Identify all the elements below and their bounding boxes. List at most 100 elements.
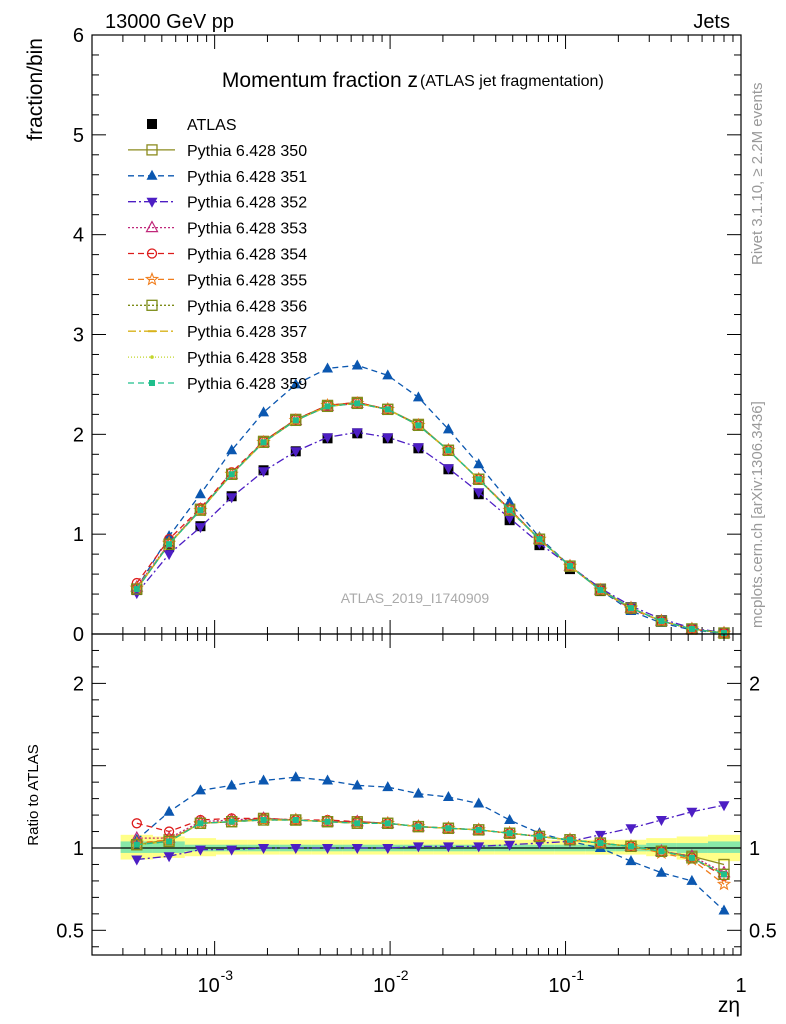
x-tick-label-base: 10 [373,975,395,997]
point-pythia-6-428-352 [290,447,302,458]
point-pythia-6-428-359 [506,507,513,514]
point-pythia-6-428-359 [260,439,267,446]
beam-label: 13000 GeV pp [105,11,234,33]
ratio-point-pythia-6-428-359 [384,820,391,827]
ratio-point-pythia-6-428-351 [290,771,302,782]
x-tick-label: 10 -3 [198,967,234,997]
ratio-point-pythia-6-428-351 [226,779,238,790]
ratio-y-tick-label-right: 2 [749,673,760,695]
ratio-point-pythia-6-428-351 [625,855,637,866]
ratio-point-pythia-6-428-352 [258,844,270,854]
ratio-point-pythia-6-428-359 [260,817,267,824]
legend-marker [146,197,158,208]
point-pythia-6-428-359 [566,563,573,570]
ratio-point-pythia-6-428-352 [625,824,637,835]
y-tick-label: 3 [73,325,84,347]
legend-marker [147,119,157,129]
uncertainty-band-inner [152,841,185,853]
ratio-point-pythia-6-428-359 [597,840,604,847]
point-pythia-6-428-351 [290,378,302,389]
point-pythia-6-428-359 [658,618,665,625]
point-pythia-6-428-351 [412,391,424,402]
y-tick-label: 0 [73,624,84,646]
legend-entry-pythia-6-428-359: Pythia 6.428 359 [128,376,307,393]
point-pythia-6-428-351 [194,488,206,499]
ratio-point-pythia-6-428-355 [654,845,669,860]
legend-entry-pythia-6-428-353: Pythia 6.428 353 [128,220,307,238]
series-line-pythia-6-428-359 [136,402,725,634]
legend-marker [146,248,158,259]
ratio-point-pythia-6-428-356 [718,868,730,880]
x-tick-label: 10 -1 [548,967,584,997]
ratio-point-pythia-6-428-359 [445,825,452,832]
ratio-point-pythia-6-428-359 [228,818,235,825]
point-pythia-6-428-356 [594,584,607,596]
legend-label: Pythia 6.428 355 [187,272,307,289]
point-pythia-6-428-359 [445,447,452,454]
point-pythia-6-428-359 [597,587,604,594]
ratio-point-pythia-6-428-352 [351,844,363,854]
point-pythia-6-428-352 [351,428,363,439]
ratio-point-pythia-6-428-352 [194,845,206,856]
legend: ATLAS Pythia 6.428 350 Pythia 6.428 351 Pyt… [128,117,307,393]
point-pythia-6-428-351 [504,496,516,507]
plot-title: Momentum fraction z [222,69,418,92]
x-tick-label-exponent: -3 [221,967,234,983]
legend-marker [144,271,160,286]
point-pythia-6-428-359 [536,536,543,543]
ratio-point-pythia-6-428-352 [504,840,516,851]
legend-entry-pythia-6-428-351: Pythia 6.428 351 [128,169,307,186]
ratio-point-pythia-6-428-355 [716,876,732,891]
ratio-point-pythia-6-428-359 [197,820,204,827]
ratio-point-pythia-6-428-359 [566,836,573,843]
y-tick-label: 6 [73,25,84,47]
ratio-point-pythia-6-428-352 [322,844,334,854]
ratio-point-pythia-6-428-359 [506,830,513,837]
point-pythia-6-428-359 [627,605,634,612]
ratio-point-pythia-6-428-351 [504,814,516,825]
point-pythia-6-428-351 [351,359,363,370]
point-pythia-6-428-356 [533,533,546,545]
ratio-y-tick-label: 0.5 [56,920,84,942]
source-label: mcplots.cern.ch [arXiv:1306.3436] [749,401,766,628]
ratio-point-pythia-6-428-359 [133,841,140,848]
ratio-point-pythia-6-428-352 [718,801,730,812]
legend-marker [146,169,158,180]
point-pythia-6-428-356 [625,602,637,614]
point-pythia-6-428-356 [225,468,238,480]
point-pythia-6-428-356 [564,560,576,572]
legend-entry-pythia-6-428-357: Pythia 6.428 357 [128,324,307,341]
x-axis-label: zη [718,994,740,1017]
legend-label: Pythia 6.428 354 [187,247,307,264]
ratio-point-pythia-6-428-359 [324,818,331,825]
ratio-point-pythia-6-428-351 [686,874,698,885]
y-tick-label: 1 [73,524,84,546]
ratio-point-pythia-6-428-352 [442,842,454,853]
legend-entry-pythia-6-428-350: Pythia 6.428 350 [128,143,307,160]
legend-entry-pythia-6-428-352: Pythia 6.428 352 [128,195,307,212]
y-tick-label: 5 [73,125,84,147]
process-label: Jets [693,11,730,33]
legend-label: Pythia 6.428 357 [187,324,307,341]
ratio-plot-frame [91,633,742,956]
x-tick-label-exponent: -1 [572,967,585,983]
x-tick-label-exponent: -2 [396,967,409,983]
ratio-point-pythia-6-428-359 [627,843,634,850]
point-pythia-6-428-359 [228,471,235,478]
ratio-point-pythia-6-428-352 [290,844,302,854]
point-pythia-6-428-359 [384,406,391,413]
plot-subtitle: (ATLAS jet fragmentation) [420,73,604,90]
ratio-point-pythia-6-428-351 [473,797,485,808]
ratio-point-pythia-6-428-354 [131,818,142,829]
point-pythia-6-428-351 [382,369,394,380]
point-pythia-6-428-352 [258,467,270,478]
ratio-point-pythia-6-428-352 [473,842,485,853]
point-pythia-6-428-352 [226,493,238,504]
ratio-y-tick-label-right: 1 [749,838,760,860]
ratio-point-pythia-6-428-351 [442,790,454,801]
point-pythia-6-428-359 [197,507,204,514]
ratio-y-tick-label-right: 0.5 [749,920,777,942]
point-pythia-6-428-359 [720,630,727,637]
ratio-point-pythia-6-428-356 [655,845,668,857]
point-pythia-6-428-351 [322,362,334,373]
